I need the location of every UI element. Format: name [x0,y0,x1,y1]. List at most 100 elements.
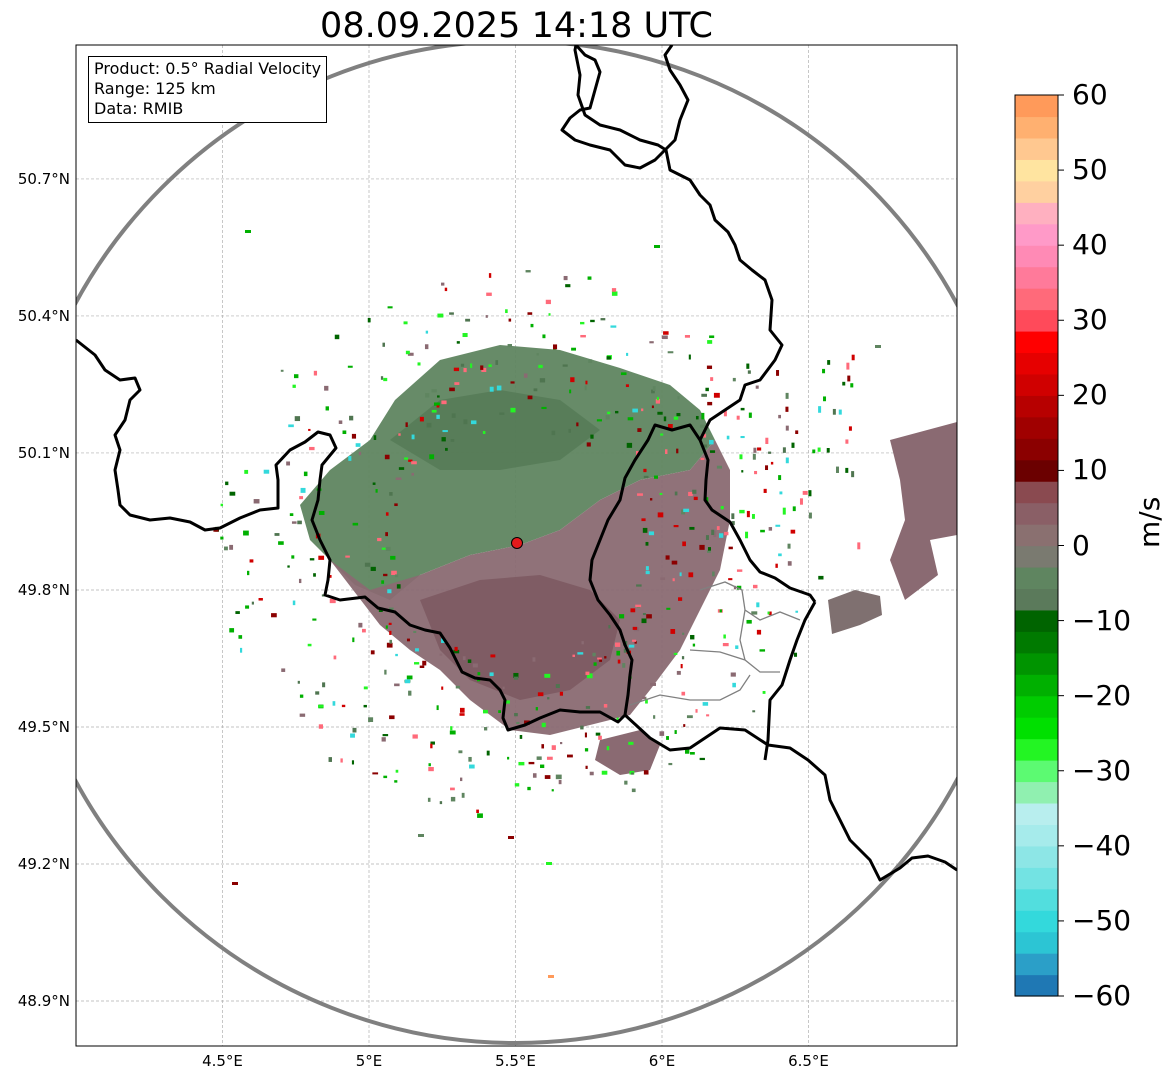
speckle [707,401,713,406]
speckle [720,506,724,510]
speckle [551,430,556,436]
speckle [454,382,460,385]
speckle [425,393,430,398]
speckle [785,406,789,412]
speckle [656,396,659,401]
speckle [403,321,408,325]
speckle [459,713,465,716]
speckle [348,456,352,461]
speckle [280,369,284,372]
speckle [666,736,669,740]
speckle [407,352,414,356]
speckle [709,335,715,339]
speckle [688,491,693,497]
isolated-echo [508,836,514,839]
speckle [449,312,454,315]
lat-tick-label: 49.2°N [18,855,70,873]
speckle [705,535,709,540]
speckle [768,611,772,616]
speckle [395,653,398,657]
colorbar-tick-label: 50 [1072,153,1108,187]
speckle [510,381,515,384]
speckle [510,407,516,413]
speckle [412,734,418,739]
speckle [383,573,388,577]
speckle [635,604,642,608]
speckle [842,381,846,386]
speckle [528,761,535,765]
speckle [436,705,439,711]
speckle [372,772,379,775]
speckle [782,447,786,453]
speckle [682,541,686,547]
speckle [551,789,554,792]
speckle [451,413,456,418]
speckle [507,344,513,348]
colorbar-segment [1015,588,1058,611]
speckle [426,422,432,428]
speckle [661,335,668,340]
speckle-echoes [213,230,881,978]
speckle [441,400,447,405]
velocity-echoes [300,345,957,775]
echo-mauve-inner [420,575,620,700]
speckle [590,434,594,439]
speckle [846,362,850,370]
speckle [706,714,710,717]
speckle [712,571,715,577]
speckle [555,684,560,689]
speckle [525,270,531,273]
speckle [756,629,762,635]
plot-area [76,45,957,1045]
speckle [385,532,389,537]
speckle [463,419,468,425]
speckle [542,334,546,339]
speckle [414,662,420,665]
speckle [422,660,427,666]
speckle [382,342,385,347]
speckle [845,467,849,473]
speckle [444,287,448,292]
speckle [857,542,861,550]
speckle [628,644,635,648]
speckle [328,757,332,762]
speckle [753,447,757,453]
isolated-echo [546,862,552,865]
speckle [751,514,755,519]
speckle [799,498,803,505]
speckle [599,659,603,662]
speckle [436,414,440,419]
speckle [702,702,709,706]
speckle [592,652,596,657]
speckle [450,787,455,791]
speckle [430,741,435,745]
speckle [318,555,325,560]
speckle [297,520,302,525]
speckle [625,384,629,388]
speckle [439,653,443,656]
speckle [650,682,656,686]
speckle [576,422,579,427]
speckle [552,344,558,350]
speckle [370,650,375,655]
speckle [536,353,539,356]
speckle [660,433,664,436]
speckle [460,363,465,367]
speckle [649,341,654,344]
speckle [681,509,686,515]
speckle [646,614,652,619]
speckle [685,748,690,754]
speckle [851,471,855,478]
speckle [733,585,737,590]
speckle [513,672,519,678]
speckle [808,512,812,519]
plot-frame [75,44,958,1047]
speckle [394,574,399,578]
speckle [430,743,433,749]
lat-tick-label: 48.9°N [18,992,70,1010]
speckle [741,470,744,473]
speckle [383,377,388,382]
speckle [770,461,774,465]
speckle [832,408,836,415]
speckle [312,618,317,621]
